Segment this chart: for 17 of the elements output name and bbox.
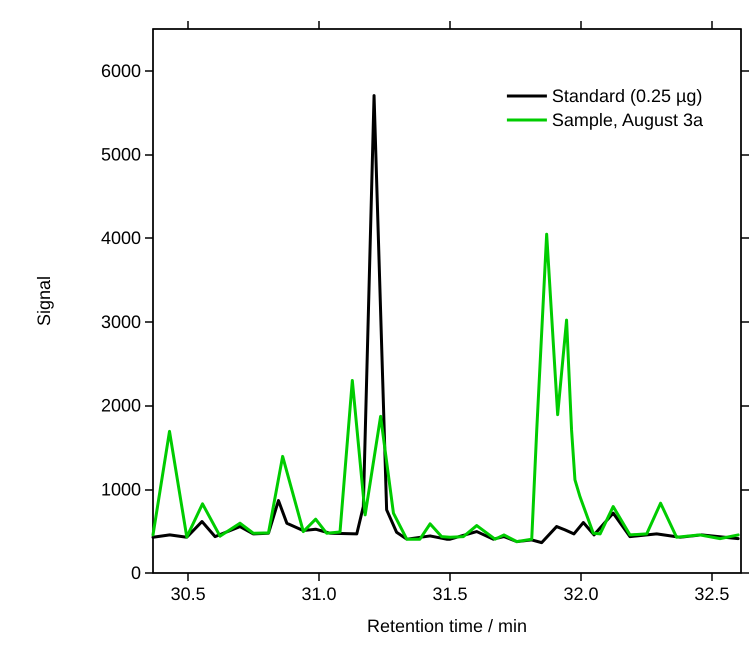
y-tick-label: 3000 (100, 312, 141, 332)
y-tick-label: 2000 (100, 396, 141, 416)
y-axis-title: Signal (34, 276, 54, 326)
y-tick-label: 4000 (100, 228, 141, 248)
y-tick-label: 1000 (100, 479, 141, 500)
line-series (152, 232, 740, 544)
x-tick-label: 31.0 (302, 584, 337, 604)
y-tick-label: 5000 (100, 144, 141, 165)
legend-label: Sample, August 3a (552, 110, 704, 130)
legend-label: Standard (0.25 µg) (552, 86, 702, 106)
y-tick-label: 0 (130, 563, 141, 583)
x-tick-label: 32.0 (563, 584, 598, 604)
y-tick-label: 6000 (100, 60, 141, 81)
x-tick-label: 32.5 (694, 584, 730, 604)
x-tick-label: 31.5 (432, 584, 468, 604)
x-tick-label: 30.5 (170, 584, 206, 604)
x-axis-title: Retention time / min (366, 616, 528, 636)
